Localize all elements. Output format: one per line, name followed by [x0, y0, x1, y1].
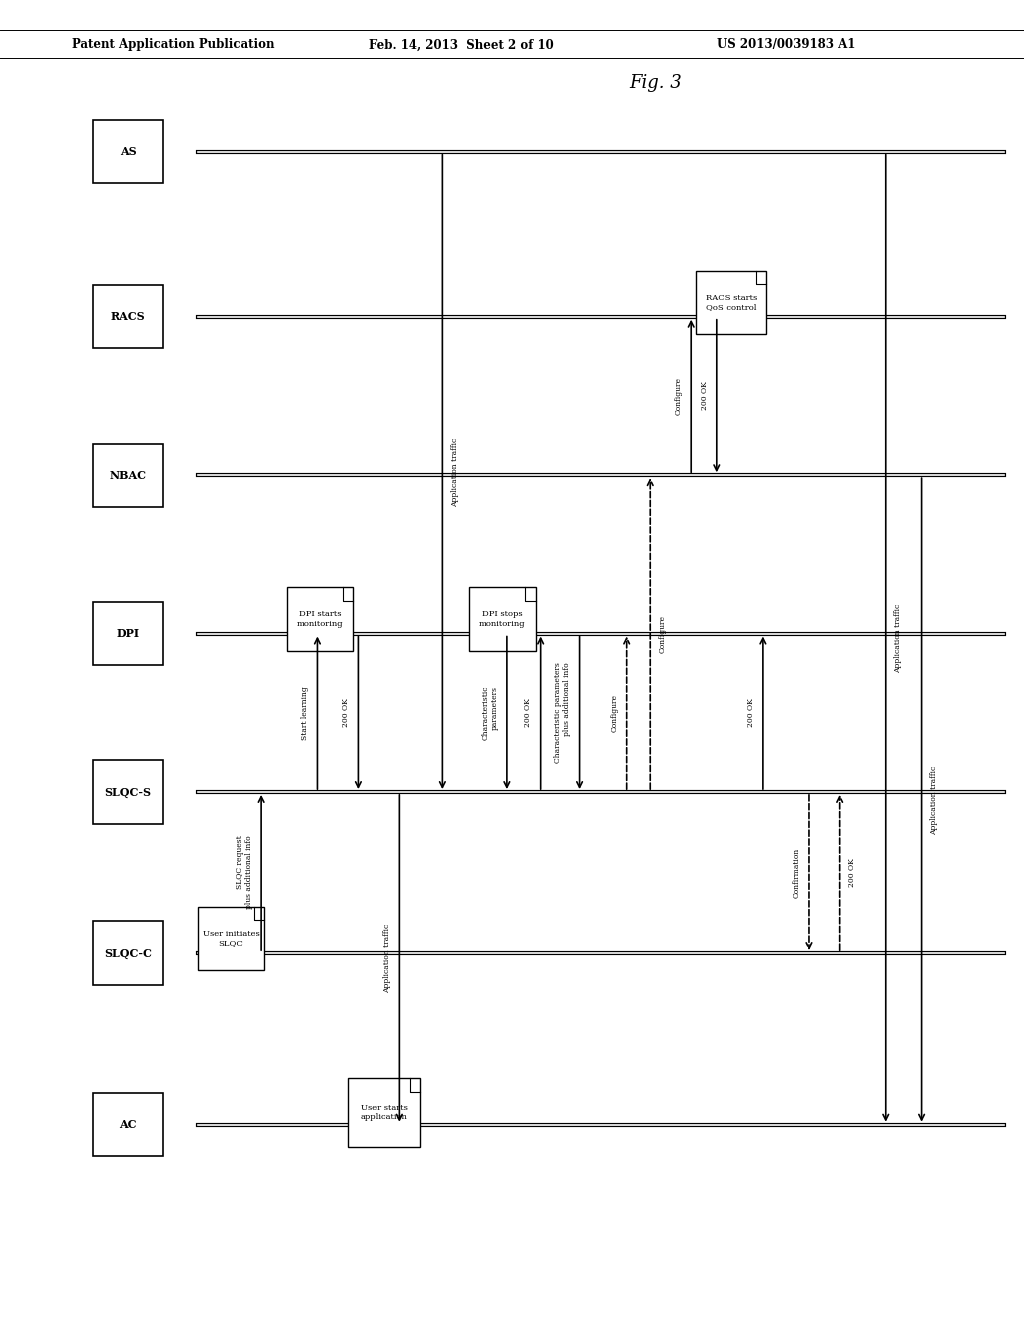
Text: SLQC-S: SLQC-S: [104, 787, 152, 797]
Text: 200 OK: 200 OK: [746, 698, 755, 727]
Text: Fig. 3: Fig. 3: [629, 74, 682, 92]
Text: NBAC: NBAC: [110, 470, 146, 480]
Text: Characteristic
parameters: Characteristic parameters: [481, 685, 499, 741]
Text: Application traffic: Application traffic: [930, 766, 938, 834]
Text: Application traffic: Application traffic: [383, 924, 391, 993]
Bar: [93, 760, 163, 824]
Bar: [198, 907, 264, 970]
Text: RACS: RACS: [111, 312, 145, 322]
Text: AS: AS: [120, 147, 136, 157]
Text: DPI: DPI: [117, 628, 139, 639]
Bar: [469, 587, 536, 651]
Text: Application traffic: Application traffic: [451, 437, 459, 507]
Text: SLQC request
plus additional info: SLQC request plus additional info: [236, 836, 253, 909]
Text: DPI stops
monitoring: DPI stops monitoring: [479, 610, 525, 628]
Text: DPI starts
monitoring: DPI starts monitoring: [297, 610, 343, 628]
Text: 200 OK: 200 OK: [700, 381, 709, 411]
Text: US 2013/0039183 A1: US 2013/0039183 A1: [717, 38, 855, 51]
Text: AC: AC: [119, 1119, 137, 1130]
Text: Confirmation: Confirmation: [793, 847, 801, 898]
Text: Feb. 14, 2013  Sheet 2 of 10: Feb. 14, 2013 Sheet 2 of 10: [369, 38, 553, 51]
Bar: [93, 921, 163, 985]
Text: User initiates
SLQC: User initiates SLQC: [203, 929, 259, 948]
Text: Configure: Configure: [675, 378, 683, 414]
Text: Start learning: Start learning: [301, 686, 309, 739]
Bar: [696, 271, 766, 334]
Text: Application traffic: Application traffic: [894, 603, 902, 673]
Bar: [93, 285, 163, 348]
Text: Characteristic parameters
plus additional info: Characteristic parameters plus additiona…: [554, 663, 571, 763]
Text: 200 OK: 200 OK: [848, 858, 856, 887]
Bar: [93, 602, 163, 665]
Bar: [93, 444, 163, 507]
Bar: [287, 587, 353, 651]
Text: SLQC-C: SLQC-C: [104, 948, 152, 958]
Text: Configure: Configure: [658, 615, 667, 652]
Text: Patent Application Publication: Patent Application Publication: [72, 38, 274, 51]
Text: 200 OK: 200 OK: [342, 698, 350, 727]
Text: Configure: Configure: [610, 694, 618, 731]
Text: User starts
application: User starts application: [360, 1104, 408, 1122]
Bar: [93, 120, 163, 183]
Bar: [348, 1078, 420, 1147]
Bar: [93, 1093, 163, 1156]
Text: 200 OK: 200 OK: [524, 698, 532, 727]
Text: RACS starts
QoS control: RACS starts QoS control: [706, 293, 757, 312]
